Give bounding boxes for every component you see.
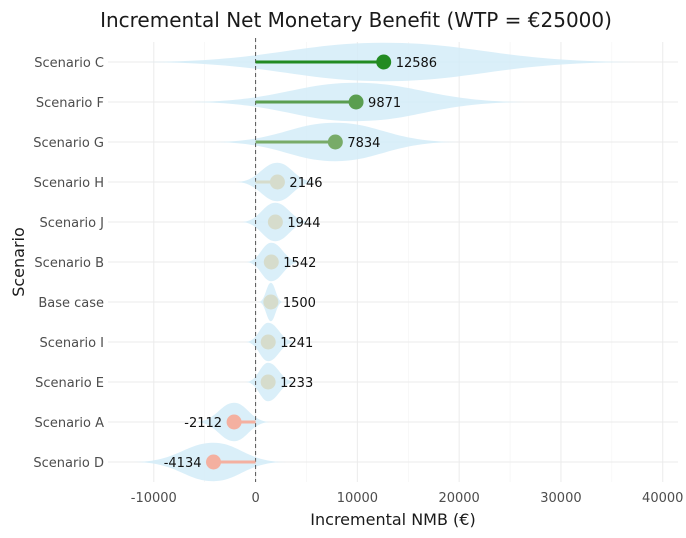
value-label-scenario-g: 7834 [347,136,380,151]
point-scenario-i [260,334,276,350]
value-label-scenario-e: 1233 [280,376,313,391]
value-label-scenario-a: -2112 [184,416,222,431]
y-axis-title: Scenario [9,227,28,297]
y-tick-label: Scenario E [35,376,104,391]
point-base-case [263,294,279,310]
y-tick-label: Base case [38,296,104,311]
x-tick-labels: -10000 0 10000 20000 30000 40000 [131,491,684,506]
value-label-scenario-b: 1542 [283,256,316,271]
x-tick-label: 20000 [438,491,479,506]
value-label-scenario-f: 9871 [368,96,401,111]
x-tick-label: 10000 [337,491,378,506]
y-tick-label: Scenario A [34,416,104,431]
x-tick-label: -10000 [131,491,177,506]
data-label-layer: 12586 9871 7834 2146 1944 1542 1500 1241 1233 -21… [164,56,437,471]
y-tick-label: Scenario H [34,176,104,191]
point-scenario-h [269,174,285,190]
point-scenario-f [348,94,364,110]
point-scenario-a [226,414,242,430]
point-scenario-g [327,134,343,150]
y-tick-label: Scenario D [33,456,104,471]
point-scenario-c [376,54,392,70]
y-tick-label: Scenario I [40,336,104,351]
x-axis-title: Incremental NMB (€) [310,510,475,529]
value-label-scenario-h: 2146 [289,176,322,191]
y-tick-label: Scenario G [33,136,104,151]
x-tick-label: 40000 [642,491,683,506]
value-label-base-case: 1500 [283,296,316,311]
y-tick-label: Scenario B [34,256,104,271]
y-tick-label: Scenario J [40,216,104,231]
point-scenario-b [263,254,279,270]
x-tick-label: 30000 [540,491,581,506]
segment-layer [213,60,384,464]
chart-title: Incremental Net Monetary Benefit (WTP = … [100,8,612,32]
point-scenario-e [260,374,276,390]
value-label-scenario-d: -4134 [164,456,202,471]
point-layer [206,54,392,470]
value-label-scenario-j: 1944 [287,216,320,231]
value-label-scenario-c: 12586 [396,56,437,71]
x-tick-label: 0 [251,491,259,506]
y-tick-labels: Scenario C Scenario F Scenario G Scenario H… [33,56,104,471]
y-tick-label: Scenario C [34,56,104,71]
y-tick-label: Scenario F [36,96,104,111]
point-scenario-j [267,214,283,230]
point-scenario-d [206,454,222,470]
value-label-scenario-i: 1241 [280,336,313,351]
